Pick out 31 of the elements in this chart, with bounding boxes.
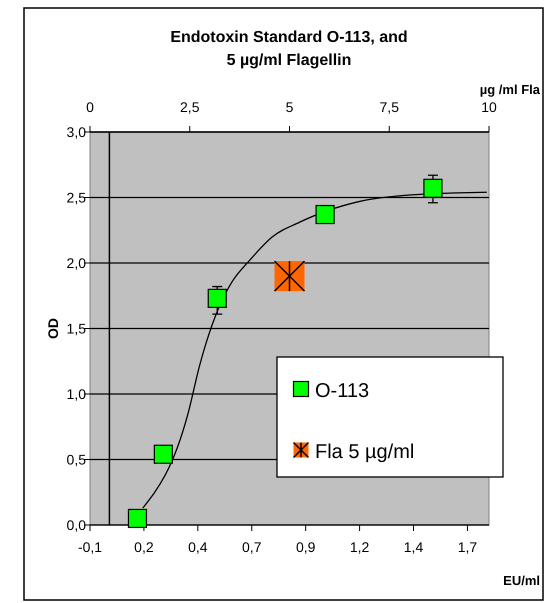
x-tick-label: 1,2 [350,539,370,555]
point [315,204,335,224]
x2-tick-label: 7,5 [380,99,400,115]
x-axis-title: EU/ml [503,573,540,588]
legend-label: Fla 5 µg/ml [315,441,414,463]
y-tick-label: 2,0 [66,255,86,271]
y-tick-label: 0,5 [66,452,86,468]
y-axis-title: OD [45,318,61,339]
x-tick-label: 1,4 [404,539,424,555]
x2-axis-title: µg /ml Fla [480,82,541,97]
point [154,444,173,464]
x-tick-label: 0,7 [242,539,262,555]
y-tick-label: 0,0 [66,517,86,533]
x-tick-label: 0,2 [134,539,154,555]
y-tick-label: 1,5 [66,320,86,336]
y-tick-label: 3,0 [66,124,86,140]
legend-label: O-113 [315,380,370,402]
point [423,178,443,198]
x-tick-label: 0,4 [188,539,208,555]
x-tick-label: 1,7 [458,539,478,555]
x2-tick-label: 0 [86,99,94,115]
x-tick-label: 0,9 [296,539,316,555]
y-tick-label: 1,0 [66,386,86,402]
y-tick-label: 2,5 [66,190,86,206]
x2-tick-label: 2,5 [180,99,200,115]
point [128,508,148,528]
x-tick-label: -0,1 [78,539,102,555]
point [208,288,227,308]
chart-title: Endotoxin Standard O-113, and 5 µg/ml Flagellin [170,29,408,69]
x2-tick-label: 5 [286,99,294,115]
x2-tick-label: 10 [481,99,497,115]
